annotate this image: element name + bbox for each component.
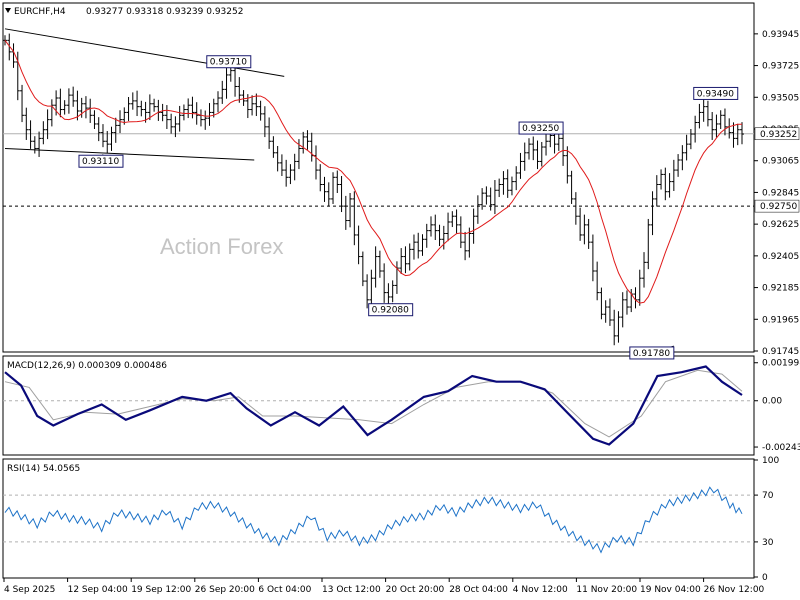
xtick-label: 26 Sep 20:00 xyxy=(195,585,255,595)
price-ytick-label: 0.92405 xyxy=(762,252,799,262)
rsi-ytick-label: 30 xyxy=(762,538,774,548)
price-annotation-label: 0.93490 xyxy=(697,89,734,99)
dropdown-triangle-icon[interactable] xyxy=(5,8,11,13)
rsi-line xyxy=(4,486,743,554)
price-ytick-label: 0.93065 xyxy=(762,157,799,167)
price-annotation-box[interactable] xyxy=(629,346,675,360)
price-ytick-label: 0.92185 xyxy=(762,284,799,294)
current-price-tag xyxy=(754,127,800,141)
price-ytick-label: 0.92625 xyxy=(762,220,799,230)
price-annotation-label: 0.93110 xyxy=(82,157,119,167)
price-annotation-label: 0.92080 xyxy=(372,306,409,316)
xtick-label: 4 Sep 2025 xyxy=(4,585,55,595)
xtick-label: 19 Sep 12:00 xyxy=(131,585,191,595)
macd-ytick-label: 0.001998 xyxy=(762,359,800,369)
macd-panel[interactable] xyxy=(2,355,755,456)
xtick-label: 13 Oct 12:00 xyxy=(322,585,381,595)
price-annotation-box[interactable] xyxy=(368,303,414,317)
xtick-label: 20 Oct 20:00 xyxy=(386,585,445,595)
price-annotation-label: 0.91780 xyxy=(633,349,670,359)
price-ytick-label: 0.93725 xyxy=(762,62,799,72)
trendline[interactable] xyxy=(4,28,285,77)
price-ytick-label: 0.91745 xyxy=(762,347,799,357)
ohlc-values: 0.93277 0.93318 0.93239 0.93252 xyxy=(86,7,243,17)
price-annotation-label: 0.93710 xyxy=(210,58,247,68)
price-annotation-label: 0.93250 xyxy=(522,124,559,134)
rsi-ytick-label: 0 xyxy=(762,573,768,583)
symbol-label: EURCHF,H4 xyxy=(14,7,66,17)
price-ytick-label: 0.93505 xyxy=(762,93,799,103)
macd-ytick-label: -0.002434 xyxy=(762,443,800,453)
macd-title: MACD(12,26,9) 0.000309 0.000486 xyxy=(7,361,167,371)
rsi-ytick-label: 70 xyxy=(762,491,774,501)
xtick-label: 28 Oct 04:00 xyxy=(449,585,508,595)
macd-ytick-label: 0.00 xyxy=(762,397,782,407)
rsi-panel[interactable] xyxy=(2,458,755,579)
price-panel[interactable] xyxy=(2,2,755,353)
current-price-label: 0.93252 xyxy=(760,130,797,140)
rsi-ytick-label: 100 xyxy=(762,456,779,466)
trendline[interactable] xyxy=(4,147,255,161)
xtick-label: 26 Nov 12:00 xyxy=(704,585,765,595)
xtick-label: 11 Nov 20:00 xyxy=(576,585,637,595)
price-annotation-box[interactable] xyxy=(693,86,739,100)
rsi-title: RSI(14) 54.0565 xyxy=(7,464,80,474)
price-annotation-box[interactable] xyxy=(518,121,564,135)
price-annotation-box[interactable] xyxy=(78,154,124,168)
level-price-label: 0.92750 xyxy=(760,202,797,212)
macd-main-line xyxy=(4,365,743,446)
level-price-tag xyxy=(754,199,800,213)
xtick-label: 4 Nov 12:00 xyxy=(513,585,568,595)
moving-average-line xyxy=(4,40,742,304)
xtick-label: 19 Nov 04:00 xyxy=(640,585,701,595)
xtick-label: 6 Oct 04:00 xyxy=(258,585,311,595)
price-ytick-label: 0.92845 xyxy=(762,188,799,198)
price-annotation-box[interactable] xyxy=(206,55,252,69)
price-ytick-label: 0.93945 xyxy=(762,30,799,40)
price-ytick-label: 0.91965 xyxy=(762,315,799,325)
xtick-label: 12 Sep 04:00 xyxy=(68,585,128,595)
watermark-logo: Action Forex xyxy=(160,234,284,259)
